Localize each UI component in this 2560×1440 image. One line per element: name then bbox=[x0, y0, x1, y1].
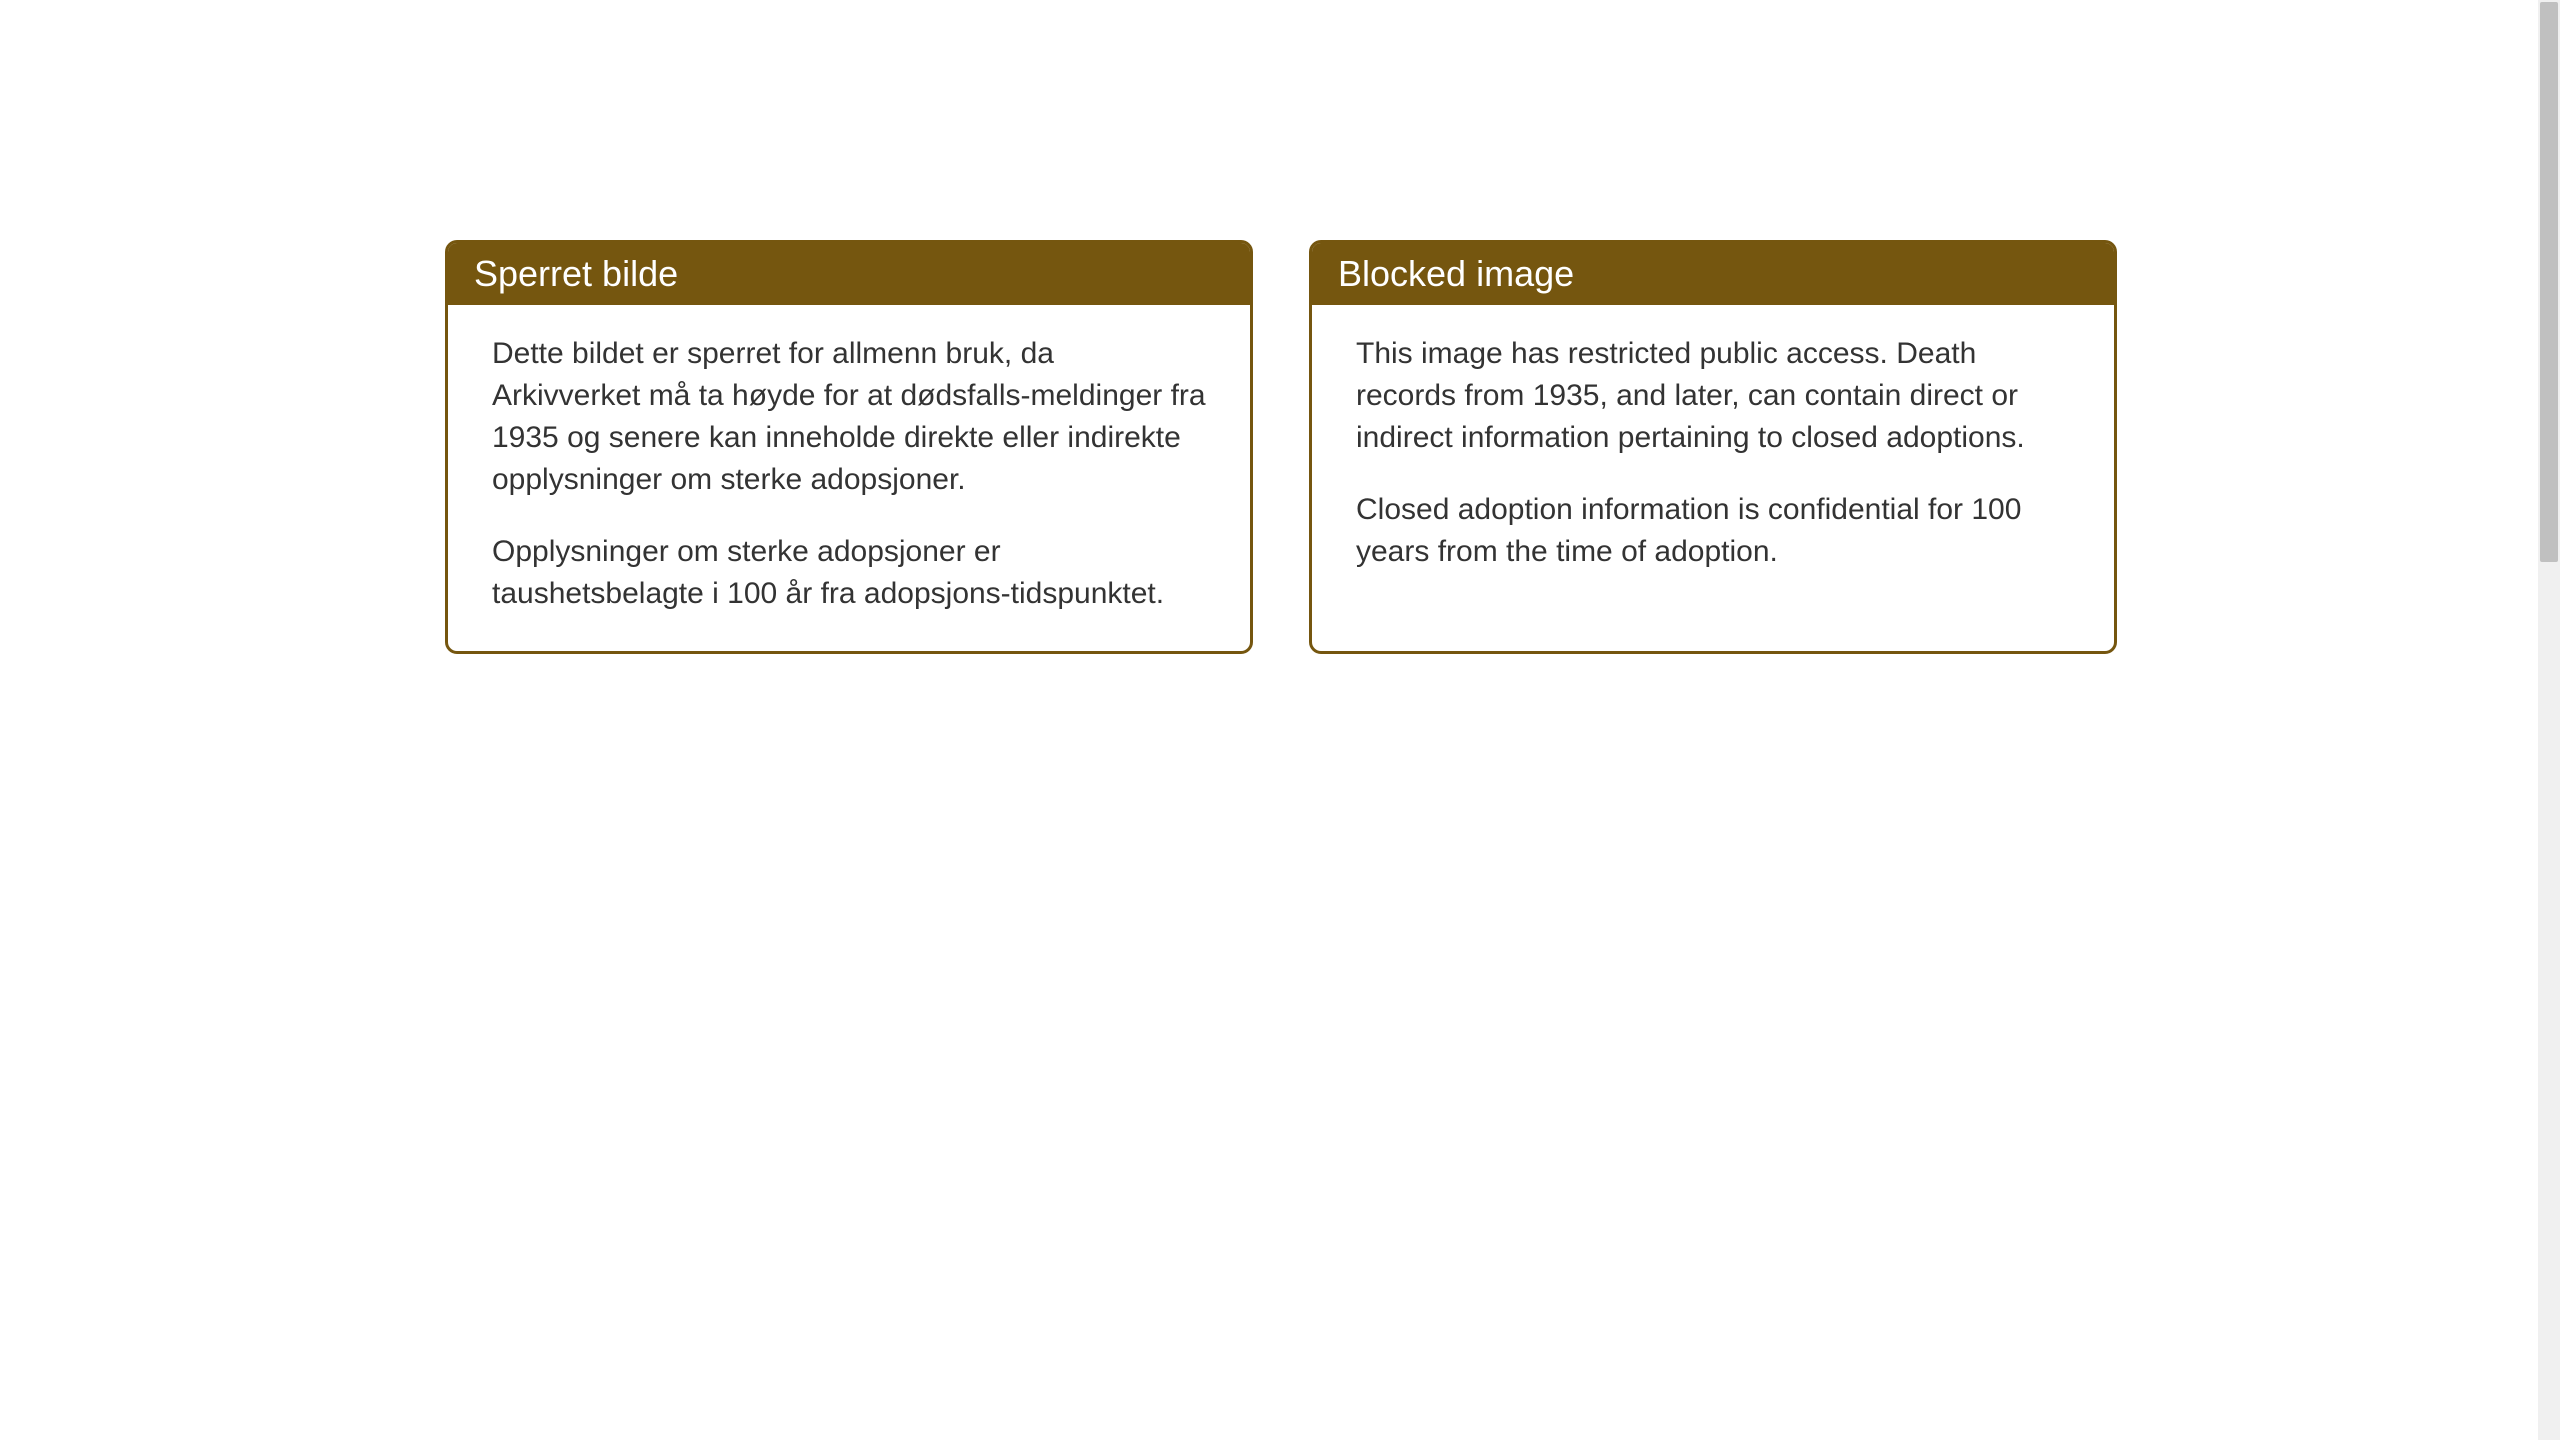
notice-title-english: Blocked image bbox=[1312, 243, 2114, 305]
notice-paragraph: Dette bildet er sperret for allmenn bruk… bbox=[492, 333, 1206, 501]
notice-body-norwegian: Dette bildet er sperret for allmenn bruk… bbox=[448, 305, 1250, 651]
notice-paragraph: Opplysninger om sterke adopsjoner er tau… bbox=[492, 531, 1206, 615]
notice-title-norwegian: Sperret bilde bbox=[448, 243, 1250, 305]
scrollbar-track[interactable] bbox=[2538, 0, 2560, 1440]
notice-paragraph: Closed adoption information is confident… bbox=[1356, 489, 2070, 573]
notice-container: Sperret bilde Dette bildet er sperret fo… bbox=[445, 240, 2117, 654]
scrollbar-thumb[interactable] bbox=[2540, 2, 2558, 562]
notice-paragraph: This image has restricted public access.… bbox=[1356, 333, 2070, 459]
notice-body-english: This image has restricted public access.… bbox=[1312, 305, 2114, 609]
notice-card-english: Blocked image This image has restricted … bbox=[1309, 240, 2117, 654]
notice-card-norwegian: Sperret bilde Dette bildet er sperret fo… bbox=[445, 240, 1253, 654]
